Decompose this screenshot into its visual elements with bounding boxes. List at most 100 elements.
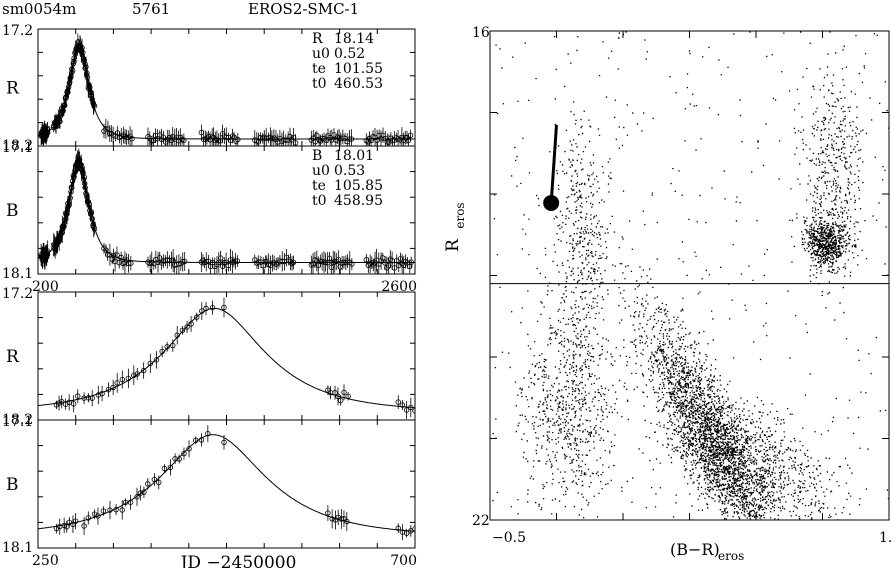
data-point	[234, 258, 241, 264]
data-point	[395, 525, 401, 531]
param-name-3: t0	[312, 76, 327, 92]
data-point	[325, 510, 331, 516]
data-point	[198, 437, 205, 443]
data-point	[181, 137, 187, 143]
y-tick-label-bottom: 22	[472, 513, 490, 529]
data-point	[335, 393, 341, 400]
data-point	[161, 465, 168, 472]
data-point	[108, 130, 115, 137]
plot-area	[38, 33, 415, 146]
band-label: B	[6, 201, 19, 221]
y-tick-label-bottom: 18.2	[2, 412, 33, 428]
data-point	[114, 380, 120, 386]
data-point	[326, 255, 333, 262]
data-point	[204, 135, 210, 141]
data-point	[168, 137, 174, 144]
data-point	[408, 259, 414, 265]
data-point	[175, 138, 182, 144]
data-point	[69, 178, 76, 184]
param-name-1: u0	[312, 46, 330, 62]
data-point	[110, 384, 116, 391]
data-point	[80, 56, 87, 62]
data-point	[90, 101, 97, 107]
data-point	[125, 375, 132, 382]
data-point	[403, 530, 410, 536]
data-point	[59, 229, 66, 236]
data-point	[391, 265, 398, 271]
param-value-1: 0.52	[334, 46, 365, 62]
data-point	[107, 507, 113, 513]
data-point	[131, 372, 137, 379]
data-point	[217, 255, 224, 261]
field-stars	[492, 31, 889, 520]
data-point	[216, 259, 222, 266]
data-point	[70, 401, 77, 407]
y-tick-label-bottom: 18.1	[2, 266, 33, 282]
data-point	[267, 134, 274, 140]
param-value-2: 101.55	[334, 61, 383, 77]
data-point	[114, 252, 120, 258]
data-point	[85, 395, 92, 401]
data-point	[60, 108, 66, 114]
x-axis-label: JD −2450000	[179, 553, 297, 568]
data-point	[71, 58, 77, 65]
data-point	[235, 136, 241, 143]
data-point	[105, 126, 111, 132]
data-point	[199, 308, 205, 314]
param-name-2: te	[312, 61, 326, 77]
data-point	[88, 211, 94, 217]
data-point	[386, 263, 392, 269]
data-point	[343, 259, 349, 266]
data-point	[181, 258, 188, 265]
data-point	[372, 260, 378, 266]
data-point	[134, 371, 140, 377]
data-point	[287, 259, 294, 265]
data-point	[90, 221, 97, 227]
data-point	[118, 254, 124, 261]
data-point	[52, 245, 58, 251]
data-point	[87, 207, 93, 214]
model-curve	[38, 307, 415, 409]
data-point	[44, 129, 51, 136]
data-point	[128, 260, 134, 266]
x-axis-label-sub: eros	[718, 549, 744, 563]
data-point	[105, 386, 112, 393]
data-point	[113, 506, 119, 513]
data-point	[184, 324, 190, 330]
cmd-plot-area	[492, 31, 889, 520]
data-point	[205, 133, 212, 140]
data-point	[77, 42, 83, 48]
data-point	[89, 216, 95, 222]
data-point	[408, 528, 414, 534]
data-point	[75, 393, 81, 399]
data-point	[174, 332, 180, 338]
data-point	[335, 514, 341, 521]
plot-area	[38, 425, 415, 541]
data-point	[137, 490, 144, 496]
param-value-2: 105.85	[334, 178, 383, 194]
data-point	[167, 464, 174, 471]
data-point	[172, 456, 178, 462]
x-tick-label-right: 1.0	[879, 530, 891, 546]
data-point	[91, 226, 98, 232]
model-curve	[38, 434, 415, 532]
data-point	[114, 130, 121, 136]
data-point	[145, 481, 151, 487]
data-point	[382, 260, 388, 266]
data-point	[341, 259, 347, 266]
x-tick-label-right: 2600	[381, 279, 417, 295]
y-tick-label-bottom: 18.2	[2, 138, 33, 154]
data-point	[89, 395, 95, 401]
lightcurve-B-zoom-panel: 17.1 18.1 B 250 700 JD −2450000	[2, 414, 417, 568]
data-point	[110, 252, 117, 259]
data-point	[365, 139, 371, 145]
data-point	[81, 523, 87, 529]
data-point	[341, 516, 347, 522]
data-point	[229, 133, 236, 139]
data-point	[58, 231, 64, 237]
data-point	[323, 137, 329, 143]
data-point	[63, 216, 69, 222]
data-point	[81, 174, 88, 180]
y-tick-label-top: 17.1	[2, 414, 33, 430]
